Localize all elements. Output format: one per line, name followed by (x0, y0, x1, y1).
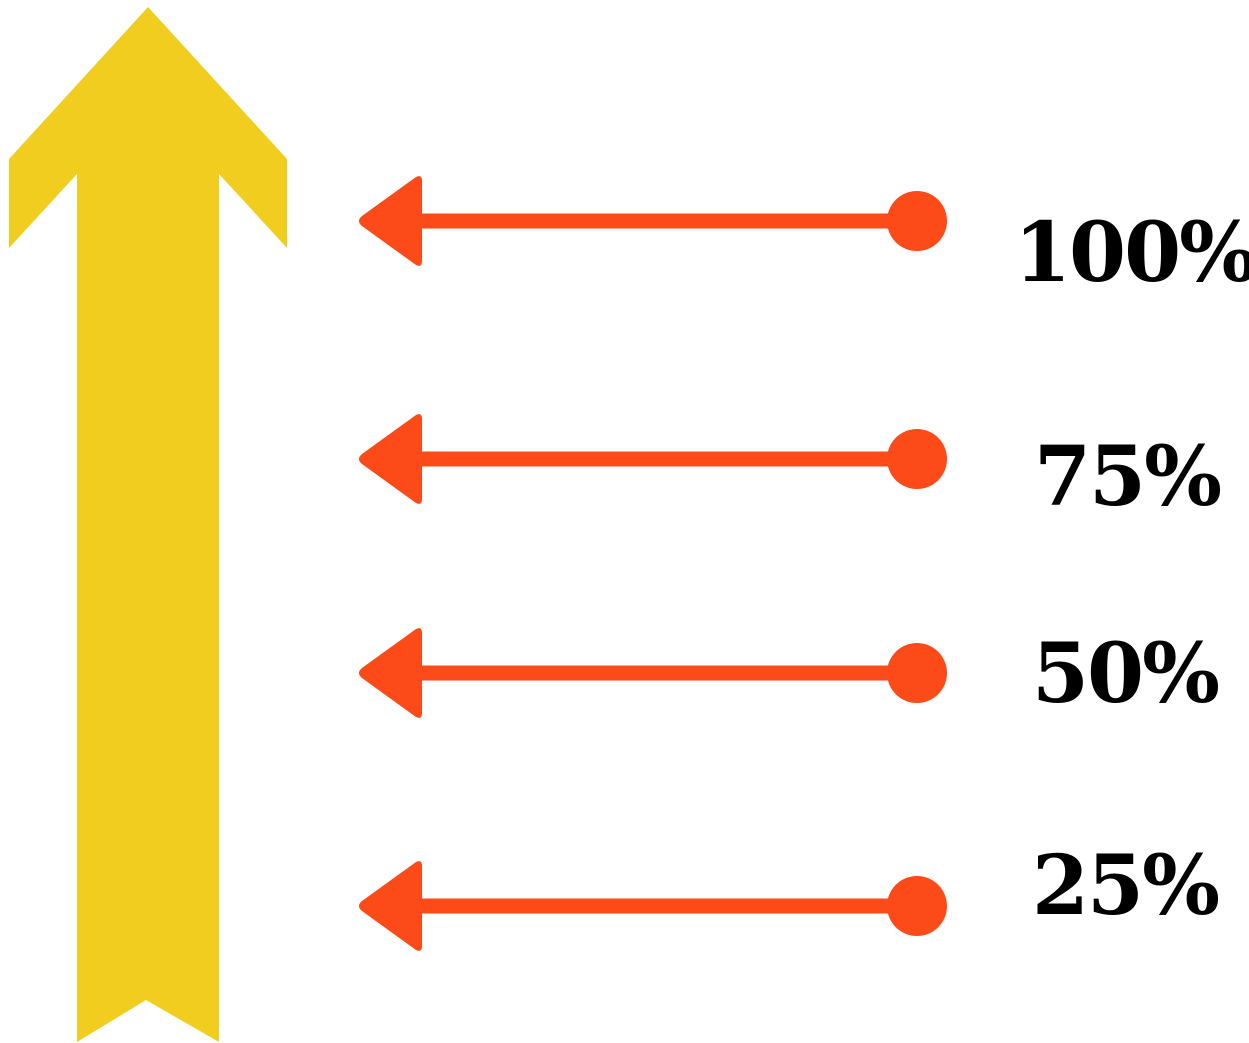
level-row-50: 50% (359, 626, 1220, 722)
level-label: 100% (1014, 205, 1249, 301)
level-row-100: 100% (359, 176, 1249, 301)
level-label: 75% (1034, 429, 1220, 525)
left-arrow-icon (359, 628, 947, 718)
up-arrow-icon (9, 7, 287, 1042)
level-label: 50% (1032, 626, 1218, 722)
left-arrow-icon (359, 414, 947, 504)
level-row-25: 25% (359, 838, 1220, 951)
level-dot-icon (887, 429, 947, 489)
level-dot-icon (887, 643, 947, 703)
level-label: 25% (1032, 838, 1218, 934)
level-dot-icon (887, 191, 947, 251)
left-arrow-icon (359, 861, 947, 951)
level-dot-icon (887, 876, 947, 936)
level-row-75: 75% (359, 414, 1222, 525)
left-arrow-icon (359, 176, 947, 266)
